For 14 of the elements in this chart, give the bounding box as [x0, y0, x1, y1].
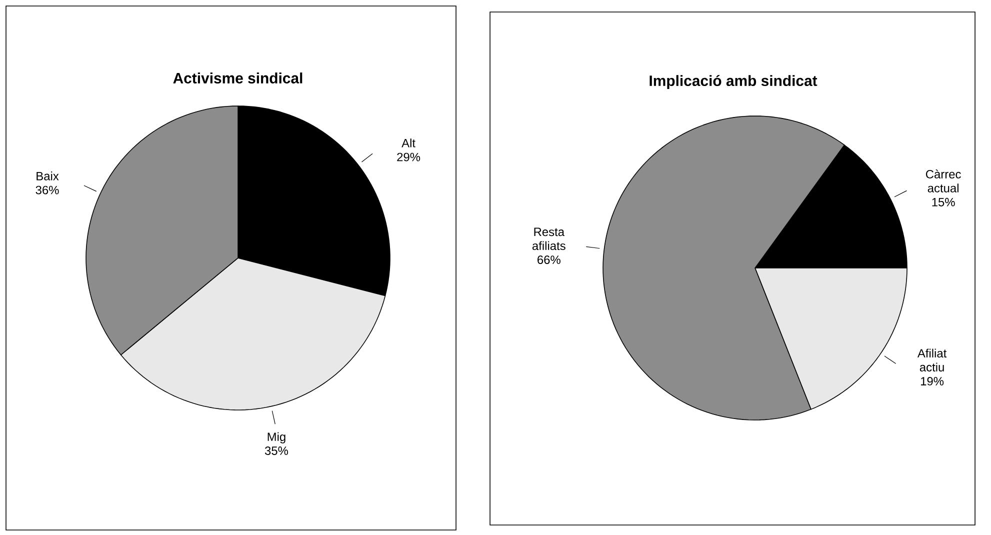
slice-label: Mig: [268, 432, 286, 444]
data-label: 29%: [397, 152, 420, 162]
slice-label: Càrrec actual: [926, 170, 961, 192]
chart-title: Implicació amb sindicat: [650, 74, 818, 90]
chart-title: Activisme sindical: [173, 72, 302, 84]
data-label: 19%: [920, 376, 944, 386]
data-label: 36%: [36, 186, 59, 194]
data-label: 35%: [264, 446, 288, 455]
data-label: 66%: [538, 256, 560, 264]
slice-label: Resta afiliats: [532, 228, 566, 250]
legend-label: Afiliat actiu: [917, 348, 947, 372]
slice-label: Alt: [402, 138, 416, 148]
data-label: 15%: [932, 198, 955, 206]
slice-label: Baix: [36, 172, 59, 180]
